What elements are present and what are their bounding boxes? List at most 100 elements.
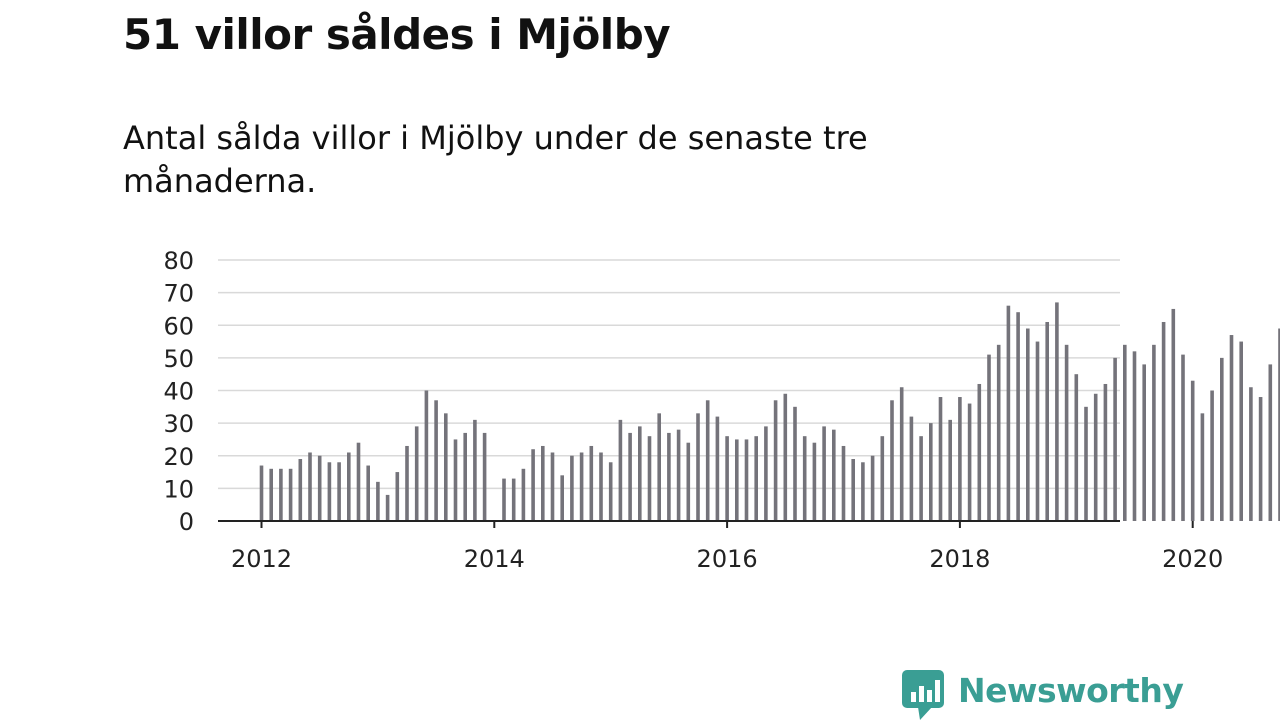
x-tick-label: 2018 <box>929 545 990 573</box>
bar <box>1142 364 1146 521</box>
bar <box>1210 390 1214 521</box>
bar <box>1103 383 1108 521</box>
bar <box>909 416 914 521</box>
bar <box>1064 344 1069 521</box>
bar <box>1171 308 1176 521</box>
bar <box>1258 397 1263 521</box>
bar <box>1161 321 1166 521</box>
bar-chart-speech-bubble-icon <box>902 670 944 720</box>
bar <box>832 429 836 521</box>
bar <box>579 452 584 521</box>
bar <box>919 436 923 521</box>
bar <box>434 400 438 521</box>
bar <box>1200 413 1205 521</box>
y-tick-label: 70 <box>163 280 194 308</box>
bar <box>1181 354 1185 521</box>
bar <box>473 419 477 521</box>
bar <box>1152 344 1156 521</box>
bar <box>1035 341 1040 521</box>
bar <box>560 475 564 521</box>
bars <box>259 302 1280 521</box>
bar <box>996 344 1001 521</box>
bar <box>899 387 904 521</box>
bar <box>444 413 448 521</box>
bar <box>395 472 400 521</box>
bar <box>482 432 487 521</box>
bar <box>725 436 729 521</box>
y-axis-ticks: 0 10 20 30 40 50 60 70 80 <box>163 247 194 536</box>
bar <box>1045 321 1049 521</box>
bar <box>754 436 758 521</box>
y-tick-label: 50 <box>163 345 194 373</box>
bar <box>715 416 720 521</box>
x-axis-ticks: 20122014201620182020202220242026 <box>231 521 1223 573</box>
bar <box>977 383 982 521</box>
bar <box>502 478 506 521</box>
bar <box>414 426 419 521</box>
bar <box>647 436 652 521</box>
bar <box>967 403 972 521</box>
bar <box>1132 351 1137 521</box>
bar <box>861 462 865 521</box>
bar <box>667 432 671 521</box>
chart-subtitle: Antal sålda villor i Mjölby under de sen… <box>123 119 868 200</box>
bar <box>599 452 603 521</box>
bar <box>376 481 380 521</box>
bar <box>405 445 409 521</box>
bar <box>608 462 613 521</box>
bar <box>531 449 535 521</box>
bar <box>1190 380 1195 521</box>
bar <box>463 432 467 521</box>
bar <box>356 442 361 521</box>
bar <box>550 452 555 521</box>
bar <box>288 468 293 521</box>
bar <box>938 397 943 521</box>
bar <box>385 494 390 521</box>
bar <box>269 468 273 521</box>
y-tick-label: 30 <box>163 410 194 438</box>
bar <box>1074 374 1079 521</box>
bar <box>424 390 429 521</box>
y-tick-label: 10 <box>163 475 194 503</box>
bar <box>1016 312 1020 521</box>
bar <box>744 439 749 521</box>
bar <box>541 445 545 521</box>
bar <box>948 419 952 521</box>
bar <box>929 423 933 521</box>
bar <box>298 459 303 521</box>
bar <box>589 445 594 521</box>
bar <box>1084 406 1088 521</box>
bar <box>958 397 962 521</box>
bar <box>570 455 574 521</box>
bar <box>279 468 283 521</box>
bar <box>657 413 661 521</box>
bar <box>308 452 312 521</box>
bar <box>870 455 875 521</box>
bar <box>1239 341 1243 521</box>
y-tick-label: 80 <box>163 247 194 275</box>
bar <box>327 462 332 521</box>
chart-title: 51 villor såldes i Mjölby <box>123 10 671 59</box>
bar <box>453 439 458 521</box>
bar <box>1026 328 1030 521</box>
y-tick-label: 0 <box>179 508 194 536</box>
bar <box>851 459 855 521</box>
bar <box>1249 387 1253 521</box>
bar <box>880 436 885 521</box>
bar <box>1006 305 1011 521</box>
bar <box>802 436 807 521</box>
bar <box>1268 364 1273 521</box>
bar <box>1220 357 1224 521</box>
bar <box>628 432 632 521</box>
bar <box>705 400 710 521</box>
bar <box>521 468 526 521</box>
bar <box>676 429 681 521</box>
bar <box>686 442 691 521</box>
bar <box>1229 335 1234 521</box>
bar <box>259 465 264 521</box>
x-tick-label: 2020 <box>1162 545 1223 573</box>
bar <box>696 413 700 521</box>
bar <box>1278 328 1280 521</box>
bar <box>1123 344 1127 521</box>
